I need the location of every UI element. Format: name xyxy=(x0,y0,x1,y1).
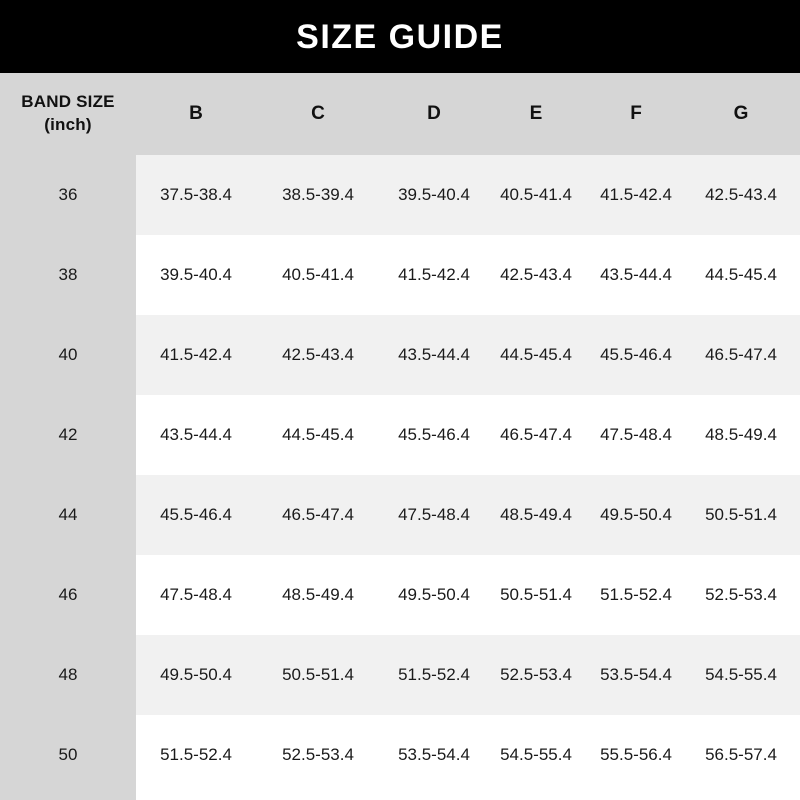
size-guide-table: BAND SIZE (inch) B C D E F G 36 37.5-38.4 38.5-… xyxy=(0,73,800,800)
measurement-cell: 44.5-45.4 xyxy=(500,345,572,364)
measurement-cell: 43.5-44.4 xyxy=(160,425,232,444)
measurement-cell: 45.5-46.4 xyxy=(600,345,672,364)
measurement-cell: 44.5-45.4 xyxy=(282,425,354,444)
measurement-cell: 49.5-50.4 xyxy=(600,505,672,524)
measurement-cell: 42.5-43.4 xyxy=(705,185,777,204)
measurement-cell: 52.5-53.4 xyxy=(500,665,572,684)
measurement-cell: 49.5-50.4 xyxy=(398,585,470,604)
measurement-cell: 42.5-43.4 xyxy=(282,345,354,364)
column-header-f: F xyxy=(630,103,642,124)
column-header-e: E xyxy=(529,103,543,124)
measurement-cell: 50.5-51.4 xyxy=(705,505,777,524)
band-size-cell: 38 xyxy=(0,235,136,315)
measurement-cell: 51.5-52.4 xyxy=(398,665,470,684)
row-background xyxy=(136,395,800,475)
band-size-header-line1: BAND SIZE xyxy=(21,92,115,112)
column-header-b: B xyxy=(189,103,203,124)
measurement-cell: 47.5-48.4 xyxy=(600,425,672,444)
measurement-cell: 52.5-53.4 xyxy=(705,585,777,604)
table-row: 42 43.5-44.4 44.5-45.4 45.5-46.4 46.5-47.4 47… xyxy=(0,395,800,475)
row-background xyxy=(136,475,800,555)
measurement-cell: 53.5-54.4 xyxy=(600,665,672,684)
measurement-cell: 49.5-50.4 xyxy=(160,665,232,684)
measurement-cell: 46.5-47.4 xyxy=(500,425,572,444)
measurement-cell: 40.5-41.4 xyxy=(500,185,572,204)
row-background xyxy=(136,155,800,235)
measurement-cell: 48.5-49.4 xyxy=(282,585,354,604)
measurement-cell: 56.5-57.4 xyxy=(705,745,777,764)
measurement-cell: 40.5-41.4 xyxy=(282,265,354,284)
band-size-cell: 36 xyxy=(0,155,136,235)
table-row: 50 51.5-52.4 52.5-53.4 53.5-54.4 54.5-55.4 55… xyxy=(0,715,800,795)
row-background xyxy=(136,555,800,635)
table-row: 48 49.5-50.4 50.5-51.4 51.5-52.4 52.5-53.4 53… xyxy=(0,635,800,715)
measurement-cell: 52.5-53.4 xyxy=(282,745,354,764)
measurement-cell: 44.5-45.4 xyxy=(705,265,777,284)
measurement-cell: 41.5-42.4 xyxy=(160,345,232,364)
table-row: 38 39.5-40.4 40.5-41.4 41.5-42.4 42.5-43.4 43… xyxy=(0,235,800,315)
band-size-cell: 50 xyxy=(0,715,136,795)
measurement-cell: 51.5-52.4 xyxy=(600,585,672,604)
measurement-cell: 48.5-49.4 xyxy=(705,425,777,444)
measurement-cell: 47.5-48.4 xyxy=(398,505,470,524)
band-size-cell: 46 xyxy=(0,555,136,635)
measurement-cell: 51.5-52.4 xyxy=(160,745,232,764)
measurement-cell: 41.5-42.4 xyxy=(600,185,672,204)
measurement-cell: 45.5-46.4 xyxy=(160,505,232,524)
row-background xyxy=(136,715,800,795)
measurement-cell: 41.5-42.4 xyxy=(398,265,470,284)
measurement-cell: 50.5-51.4 xyxy=(500,585,572,604)
column-header-g: G xyxy=(733,103,749,124)
band-size-cell: 42 xyxy=(0,395,136,475)
measurement-cell: 38.5-39.4 xyxy=(282,185,354,204)
row-background xyxy=(136,635,800,715)
measurement-cell: 46.5-47.4 xyxy=(282,505,354,524)
column-header-c: C xyxy=(311,103,325,124)
title-bar: SIZE GUIDE xyxy=(0,0,800,73)
measurement-cell: 54.5-55.4 xyxy=(705,665,777,684)
measurement-cell: 48.5-49.4 xyxy=(500,505,572,524)
table-row: 40 41.5-42.4 42.5-43.4 43.5-44.4 44.5-45.4 45… xyxy=(0,315,800,395)
measurement-cell: 43.5-44.4 xyxy=(398,345,470,364)
measurement-cell: 37.5-38.4 xyxy=(160,185,232,204)
table-row: 44 45.5-46.4 46.5-47.4 47.5-48.4 48.5-49.4 49… xyxy=(0,475,800,555)
row-background xyxy=(136,235,800,315)
measurement-cell: 43.5-44.4 xyxy=(600,265,672,284)
table-row: 36 37.5-38.4 38.5-39.4 39.5-40.4 40.5-41.4 41… xyxy=(0,155,800,235)
measurement-cell: 39.5-40.4 xyxy=(398,185,470,204)
row-background xyxy=(136,315,800,395)
measurement-cell: 42.5-43.4 xyxy=(500,265,572,284)
band-size-cell: 48 xyxy=(0,635,136,715)
measurement-cell: 47.5-48.4 xyxy=(160,585,232,604)
band-size-cell: 44 xyxy=(0,475,136,555)
band-size-header-line2: (inch) xyxy=(44,115,92,134)
measurement-cell: 54.5-55.4 xyxy=(500,745,572,764)
band-size-cell: 40 xyxy=(0,315,136,395)
measurement-cell: 45.5-46.4 xyxy=(398,425,470,444)
measurement-cell: 50.5-51.4 xyxy=(282,665,354,684)
measurement-cell: 55.5-56.4 xyxy=(600,745,672,764)
band-size-header: BAND SIZE (inch) xyxy=(0,73,136,155)
measurement-cell: 39.5-40.4 xyxy=(160,265,232,284)
page-title: SIZE GUIDE xyxy=(296,17,504,56)
measurement-cell: 46.5-47.4 xyxy=(705,345,777,364)
table-row: 46 47.5-48.4 48.5-49.4 49.5-50.4 50.5-51.4 51… xyxy=(0,555,800,635)
measurement-cell: 53.5-54.4 xyxy=(398,745,470,764)
table-header-row: BAND SIZE (inch) B C D E F G xyxy=(0,73,800,155)
column-header-d: D xyxy=(427,103,441,124)
